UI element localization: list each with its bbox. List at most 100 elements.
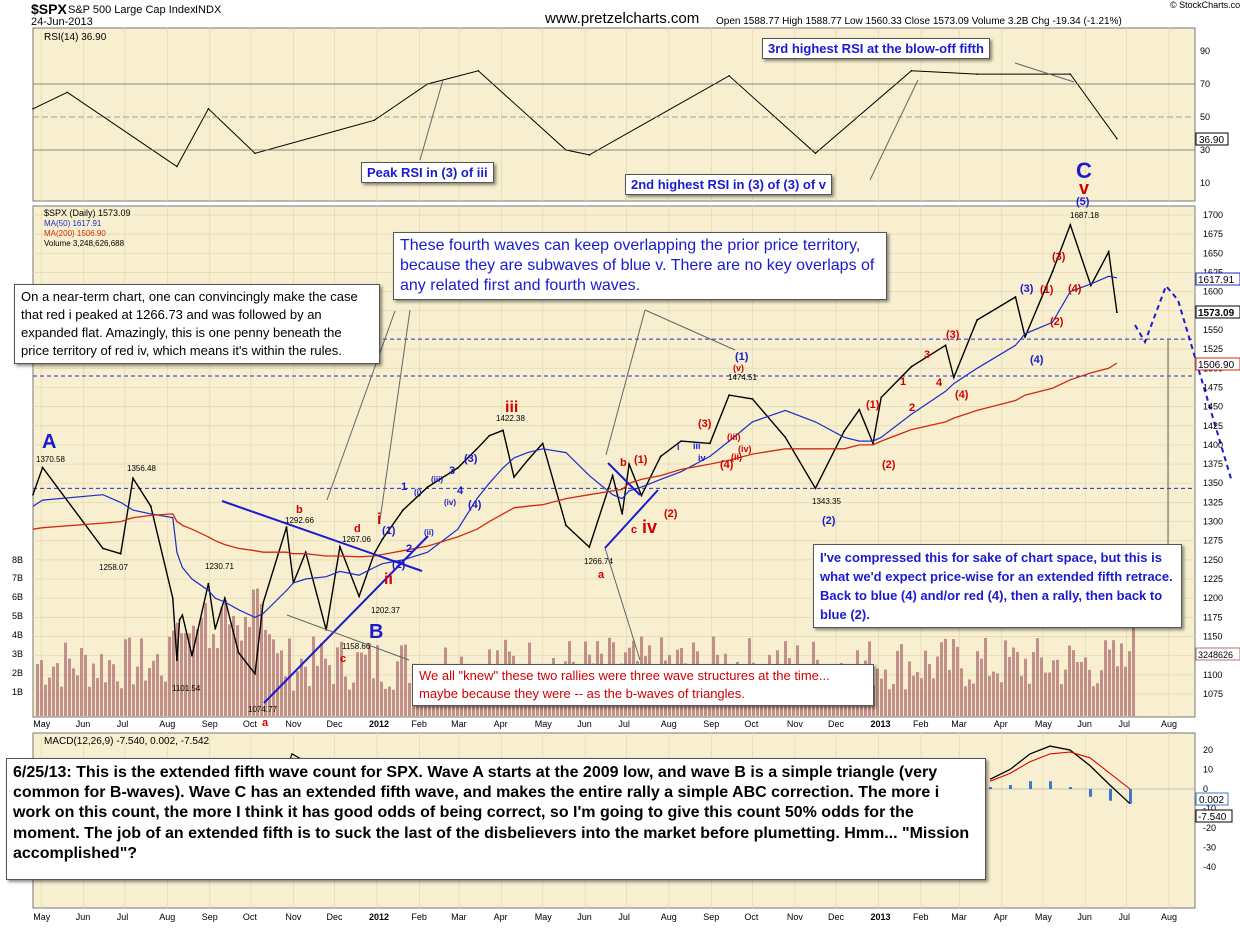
site-url[interactable]: www.pretzelcharts.com [545,10,700,27]
volume-bar [144,680,147,716]
x-tick-label: Oct [243,912,258,922]
rsi-point [207,107,210,110]
volume-bar [100,654,103,716]
volume-bar [908,661,911,716]
volume-bar [988,675,991,716]
rsi-tick-label: 50 [1200,112,1210,122]
volume-bar [84,654,87,716]
price-point [175,659,178,662]
rsi-tick-label: 30 [1200,145,1210,155]
rsi-point [588,154,591,156]
volume-bar [80,648,83,716]
wave-a: a [262,717,269,729]
wave-label: (1) [1040,284,1054,296]
price-point [728,394,731,397]
volume-bar [308,686,311,716]
wave-label: (4) [720,459,734,471]
volume-bar [1020,675,1023,716]
volume-bar [892,684,895,716]
price-label: 1101.54 [172,684,201,693]
price-point [976,319,979,321]
volume-bar [1036,638,1039,716]
svg-text:-7.540: -7.540 [1198,812,1227,823]
x-tick-label: Mar [451,719,467,729]
wave-c: c [340,653,346,665]
wave-label: (3) [698,418,712,430]
price-point [476,447,478,450]
volume-bar [40,660,43,716]
volume-bar [1024,658,1027,716]
price-point [843,430,846,433]
volume-bar [160,675,163,716]
chart-date: 24-Jun-2013 [31,16,93,28]
volume-bar [76,675,79,716]
volume-bar [904,689,907,716]
volume-bar [156,654,159,716]
rsi-point [910,70,913,72]
wave-label: (2) [664,508,678,520]
volume-bar [92,663,95,716]
volume-bar [332,684,335,716]
volume-bar [248,626,251,716]
volume-bar [356,652,359,716]
x-tick-label: Feb [913,912,929,922]
volume-tick-label: 4B [12,630,23,640]
wave-C: C [1076,158,1092,183]
wave-label: (4) [468,499,482,511]
x-tick-label: Oct [744,912,759,922]
volume-bar [888,689,891,716]
wave-label: (1) [382,525,396,537]
volume-bar [1092,686,1095,716]
price-legend-ma50: MA(50) 1617.91 [44,219,102,228]
macd-tick-label: -30 [1203,843,1216,853]
volume-bar [260,603,263,716]
volume-bar [176,622,179,716]
price-point [628,463,630,465]
wave-label: 1 [401,481,407,493]
macd-tick-label: 10 [1203,765,1213,775]
x-tick-label: 2012 [369,912,389,922]
price-tick-label: 1475 [1203,382,1223,392]
price-point [381,538,384,541]
volume-bar [368,643,371,716]
svg-text:3248626: 3248626 [1198,650,1233,660]
volume-bar [1000,682,1003,716]
price-point [181,614,184,616]
wave-red-v: v [1079,178,1089,198]
wave-b: b [620,457,627,469]
wave-label: 2 [909,402,915,414]
rsi-point [66,91,69,94]
price-tick-label: 1300 [1203,517,1223,527]
price-point [513,476,515,479]
x-tick-label: 2013 [870,719,890,729]
rsi-tick-label: 70 [1200,79,1210,89]
volume-bar [920,678,923,716]
macd-signal-recent [989,751,1131,790]
price-point [1115,311,1118,314]
macd-hist-bar [1089,789,1092,797]
price-point [502,429,504,432]
rsi-panel [32,27,1196,202]
price-point [214,627,217,630]
price-tick-label: 1625 [1203,267,1223,277]
rsi-line [32,70,1118,168]
rsi-point [976,73,978,75]
volume-bar [1084,657,1087,716]
rsi-peak-note: Peak RSI in (3) of iii [361,162,494,183]
volume-bar [48,677,51,716]
price-point [254,672,256,675]
svg-text:1573.09: 1573.09 [1198,308,1235,319]
price-tick-label: 1425 [1203,421,1223,431]
volume-bar [300,658,303,716]
value-badge-ma50: 1617.91 [1195,272,1240,286]
price-label: 1202.37 [371,606,400,615]
volume-bar [208,647,211,716]
price-point [1069,223,1072,226]
volume-bar [1096,683,1099,716]
price-point [944,344,947,347]
chart-name: S&P 500 Large Cap Index [68,4,196,16]
wave-label: (v) [733,363,744,373]
triangle-upper-trendline [221,500,423,572]
price-point [149,505,152,508]
macd-line-recent [989,745,1131,805]
